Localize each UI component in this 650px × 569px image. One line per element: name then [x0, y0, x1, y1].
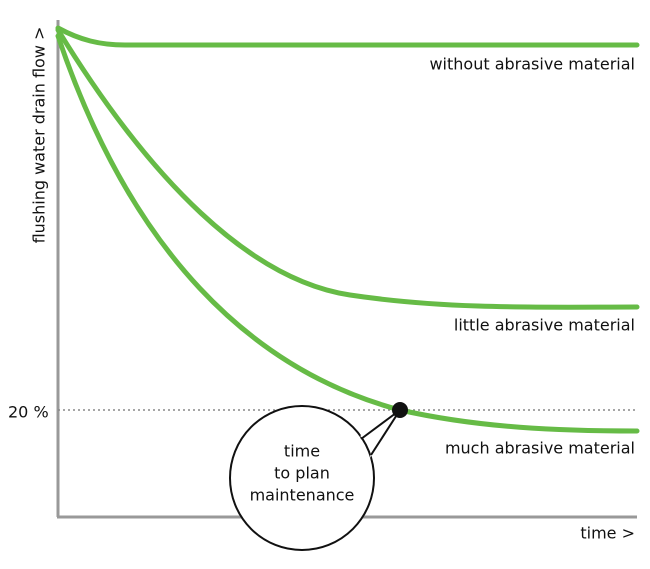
callout-tail	[360, 410, 400, 458]
y-axis-label: flushing water drain flow >	[30, 27, 49, 244]
curve	[55, 27, 640, 310]
curve-label: much abrasive material	[445, 439, 635, 458]
marker-dot	[392, 402, 408, 418]
curve-label: without abrasive material	[429, 55, 635, 74]
x-axis-label: time >	[580, 524, 635, 543]
curve-label: little abrasive material	[454, 316, 635, 335]
callout-tail-edge	[370, 409, 401, 456]
reference-label: 20 %	[8, 403, 49, 422]
curve	[55, 25, 640, 48]
callout-bubble	[229, 405, 375, 551]
callout-tail-edge	[360, 409, 401, 440]
callout-text: maintenance	[250, 486, 355, 505]
curve	[55, 33, 640, 434]
callout-text: time	[284, 442, 320, 461]
callout-text: to plan	[274, 464, 330, 483]
